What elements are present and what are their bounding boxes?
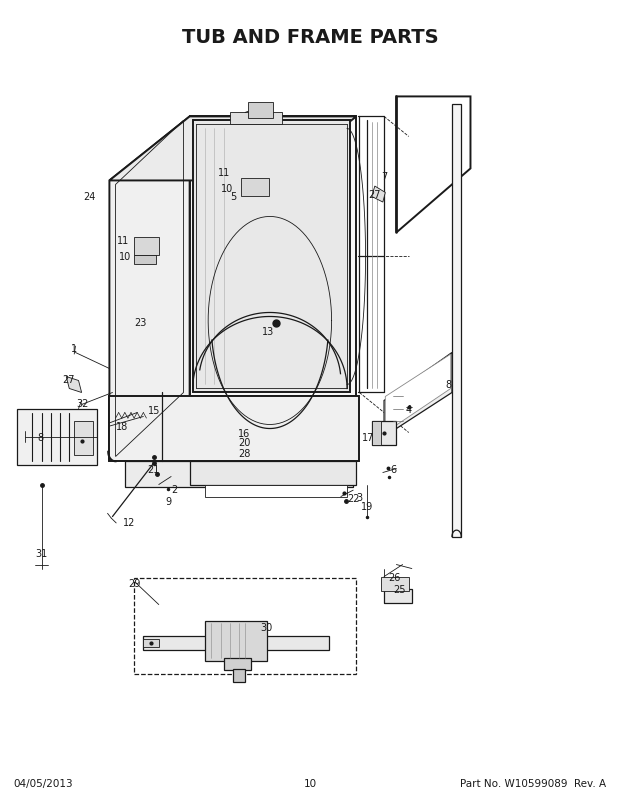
Text: 6: 6 [390,464,396,474]
Polygon shape [384,353,452,437]
Polygon shape [384,589,412,603]
Bar [134,238,159,256]
Text: TUB AND FRAME PARTS: TUB AND FRAME PARTS [182,28,438,47]
Polygon shape [233,669,245,683]
Polygon shape [66,377,82,393]
Text: 27: 27 [368,190,381,200]
Text: 20: 20 [237,438,250,448]
Polygon shape [109,117,356,181]
Polygon shape [109,117,190,461]
Polygon shape [372,421,381,445]
Polygon shape [193,121,350,393]
Polygon shape [143,639,159,647]
Text: 18: 18 [115,422,128,431]
Text: 15: 15 [148,406,161,415]
Bar [134,256,156,265]
Text: 11: 11 [218,168,230,178]
Text: 28: 28 [237,448,250,458]
Text: 19: 19 [361,501,373,512]
Text: 11: 11 [117,236,129,246]
Text: 16: 16 [238,428,250,438]
Polygon shape [396,97,471,233]
Text: Part No. W10599089  Rev. A: Part No. W10599089 Rev. A [460,778,606,788]
Text: 13: 13 [262,326,274,337]
Polygon shape [452,105,461,537]
Text: 32: 32 [77,399,89,408]
Text: 5: 5 [230,192,236,202]
Polygon shape [109,397,360,461]
Text: 3: 3 [356,492,363,502]
Text: 30: 30 [260,622,273,632]
Text: 04/05/2013: 04/05/2013 [14,778,73,788]
Bar [248,103,273,119]
Bar [241,179,268,196]
Text: 8: 8 [446,380,452,390]
Bar [230,113,282,125]
Text: 21: 21 [147,464,159,474]
Polygon shape [372,421,396,445]
Polygon shape [224,658,251,670]
Text: 8: 8 [37,432,43,442]
Bar [74,422,93,456]
Text: 1: 1 [71,344,77,354]
Text: 26: 26 [388,572,400,581]
Text: 25: 25 [393,584,405,593]
Polygon shape [372,187,385,203]
Text: 4: 4 [405,404,412,414]
Polygon shape [381,577,409,591]
Text: 9: 9 [165,496,171,506]
Text: 10: 10 [118,252,131,262]
Text: 10: 10 [221,184,232,194]
Polygon shape [190,461,356,485]
Polygon shape [385,354,451,433]
Text: 10: 10 [303,778,317,788]
Text: 23: 23 [134,318,146,328]
Text: 12: 12 [123,517,135,528]
Text: eplacementParts.com: eplacementParts.com [190,415,319,427]
Polygon shape [205,485,347,497]
Text: 7: 7 [381,172,388,182]
Bar [134,578,356,674]
Polygon shape [17,409,97,465]
Text: 24: 24 [83,192,95,202]
Polygon shape [190,117,356,397]
Text: 27: 27 [63,375,75,384]
Polygon shape [205,621,267,661]
Text: 2: 2 [171,484,177,494]
Text: 31: 31 [35,548,48,558]
Text: 29: 29 [128,578,140,588]
Text: 17: 17 [363,433,375,443]
Polygon shape [125,461,353,488]
Text: 22: 22 [347,493,360,504]
Polygon shape [143,636,329,650]
